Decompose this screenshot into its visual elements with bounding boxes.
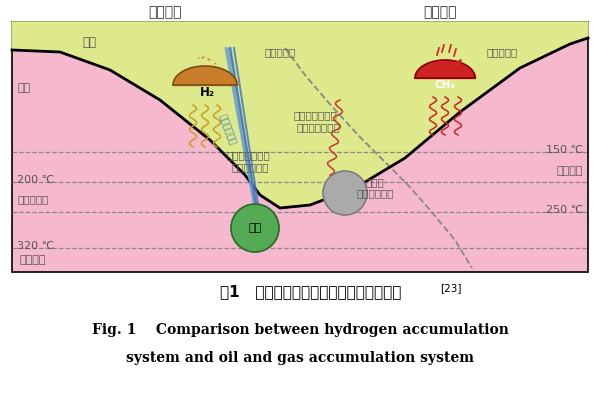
- Text: 源岩: 源岩: [248, 223, 262, 233]
- Text: 氢气系统: 氢气系统: [148, 5, 182, 19]
- Text: 250 ℃: 250 ℃: [546, 205, 583, 215]
- Text: 较低扩散性: 较低扩散性: [487, 47, 518, 57]
- Text: Fig. 1    Comparison between hydrogen accumulation: Fig. 1 Comparison between hydrogen accum…: [92, 323, 508, 337]
- Text: CH₄: CH₄: [434, 80, 455, 90]
- Text: H₂: H₂: [199, 86, 215, 98]
- Bar: [12, 22, 588, 272]
- Text: 油气系统: 油气系统: [423, 5, 457, 19]
- Circle shape: [323, 171, 367, 215]
- Circle shape: [231, 204, 279, 252]
- Text: 较高扩散性: 较高扩散性: [265, 47, 296, 57]
- Text: 高温生氢窗: 高温生氢窗: [17, 194, 48, 204]
- Text: 生成和圈闭时间: 生成和圈闭时间: [293, 110, 337, 120]
- Text: 150 ℃: 150 ℃: [546, 145, 583, 155]
- Text: 基底: 基底: [17, 83, 30, 93]
- Text: 尺度（百万年）: 尺度（百万年）: [296, 122, 340, 132]
- Polygon shape: [12, 22, 588, 208]
- Text: 盆外来源: 盆外来源: [20, 255, 47, 265]
- Text: system and oil and gas accumulation system: system and oil and gas accumulation syst…: [126, 351, 474, 365]
- Text: 图1   天然氢成藏系统与油气成藏系统对比: 图1 天然氢成藏系统与油气成藏系统对比: [220, 284, 401, 299]
- Text: 320 ℃: 320 ℃: [17, 241, 54, 251]
- Text: 部分盆: 部分盆: [365, 177, 385, 187]
- Text: 200 ℃: 200 ℃: [17, 175, 54, 185]
- Text: 尺度（千年）: 尺度（千年）: [231, 162, 269, 172]
- Text: 经源岩内来源: 经源岩内来源: [356, 188, 394, 198]
- Text: 生成和圈闭时间: 生成和圈闭时间: [226, 150, 270, 160]
- Text: 蒸腾水岩作用: 蒸腾水岩作用: [217, 113, 237, 147]
- Text: [23]: [23]: [440, 283, 461, 293]
- Text: 盆地: 盆地: [82, 35, 96, 49]
- Text: 热解气窗: 热解气窗: [557, 166, 583, 176]
